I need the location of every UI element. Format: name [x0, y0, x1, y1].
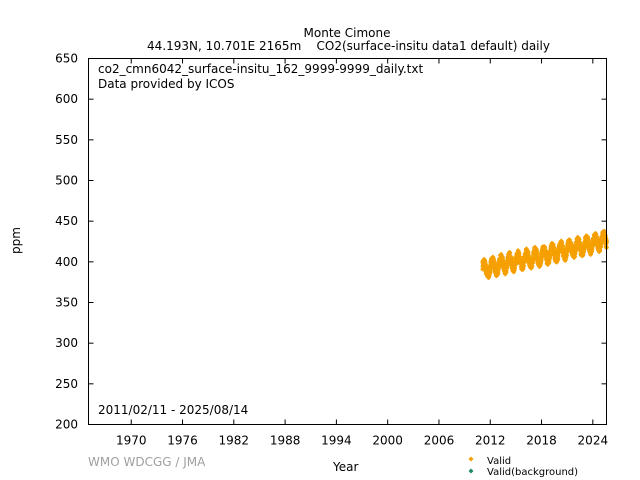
data-point — [512, 265, 518, 271]
x-tick-label: 1994 — [321, 434, 352, 448]
y-tick-label: 450 — [55, 214, 78, 228]
y-axis-ticks: 200 250 300 350 400 450 500 550 600 650 — [55, 52, 607, 432]
x-tick-label: 1970 — [116, 434, 147, 448]
y-tick-label: 200 — [55, 418, 78, 432]
y-tick-label: 250 — [55, 377, 78, 391]
y-tick-label: 550 — [55, 133, 78, 147]
legend-valid-label: Valid — [487, 456, 511, 467]
data-point — [507, 250, 513, 255]
x-tick-label: 1976 — [167, 434, 198, 448]
data-point — [560, 243, 566, 249]
y-tick-label: 350 — [55, 296, 78, 310]
legend-valid-marker — [468, 456, 474, 462]
date-range-annotation: 2011/02/11 - 2025/08/14 — [98, 403, 249, 417]
data-point — [599, 241, 604, 247]
y-tick-label: 300 — [55, 336, 78, 350]
x-axis-ticks: 1970 1976 1982 1988 1994 2000 2006 2012 2018 2024 — [116, 58, 609, 448]
y-tick-label: 600 — [55, 92, 78, 106]
data-provider-annotation: Data provided by ICOS — [98, 77, 235, 91]
data-point — [572, 253, 578, 259]
y-axis-label: ppm — [9, 227, 23, 254]
x-tick-label: 2018 — [526, 434, 557, 448]
data-point — [521, 263, 527, 269]
x-tick-label: 1982 — [219, 434, 250, 448]
data-point — [517, 254, 523, 260]
chart-legend: Valid Valid(background) — [468, 456, 578, 478]
dataset-name: CO2(surface-insitu data1 default) daily — [316, 39, 550, 53]
file-name-annotation: co2_cmn6042_surface-insitu_162_9999-9999… — [98, 62, 424, 76]
chart-title-dataset: 44.193N, 10.701E 2165m CO2(surface-insit… — [0, 39, 640, 53]
station-location: 44.193N, 10.701E 2165m — [147, 39, 302, 53]
y-tick-label: 650 — [55, 52, 78, 66]
x-tick-label: 2000 — [372, 434, 403, 448]
x-tick-label: 2012 — [475, 434, 506, 448]
data-point — [565, 248, 571, 254]
x-tick-label: 2024 — [578, 434, 609, 448]
x-tick-label: 2006 — [424, 434, 455, 448]
data-points-layer — [480, 228, 610, 281]
data-point — [585, 237, 591, 243]
legend-background-label: Valid(background) — [487, 467, 578, 478]
x-axis-label: Year — [333, 460, 359, 474]
y-tick-label: 500 — [55, 174, 78, 188]
credit-text: WMO WDCGG / JMA — [88, 455, 206, 469]
chart-title-station: Monte Cimone — [303, 26, 391, 40]
x-tick-label: 1988 — [270, 434, 301, 448]
plot-frame — [88, 58, 607, 425]
data-point — [572, 251, 578, 257]
y-tick-label: 400 — [55, 255, 78, 269]
data-point — [555, 255, 561, 261]
legend-background-marker — [468, 468, 474, 474]
